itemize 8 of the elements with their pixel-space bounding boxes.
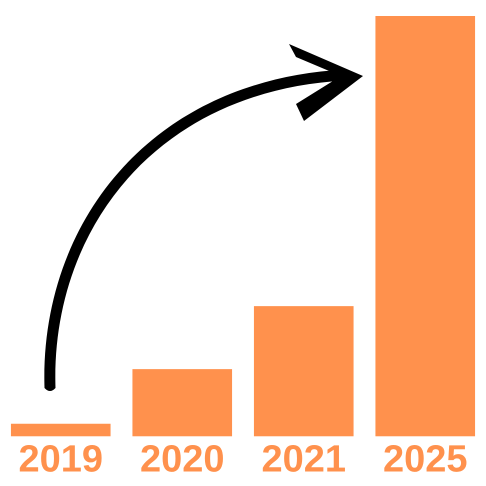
bar (254, 306, 354, 436)
x-tick-label: 2020 (140, 438, 225, 481)
bar (132, 369, 232, 436)
x-tick-label: 2025 (382, 438, 468, 481)
bar (375, 16, 476, 436)
bar (10, 424, 111, 436)
x-tick-label: 2019 (18, 438, 104, 481)
x-tick-label: 2021 (261, 438, 346, 481)
